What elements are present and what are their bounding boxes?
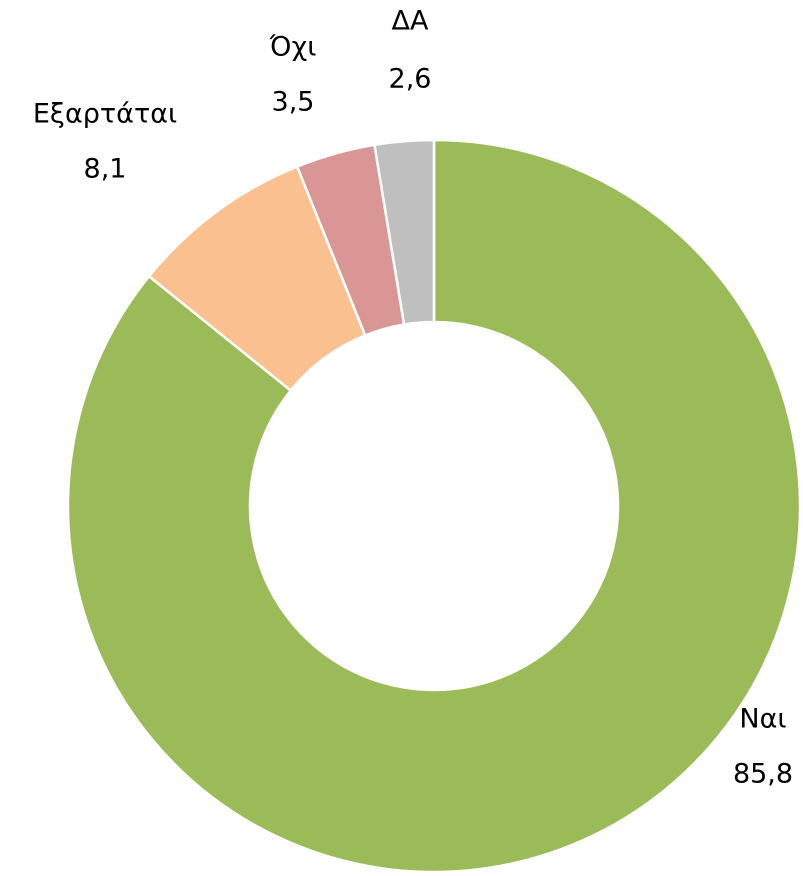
category-label: Εξαρτάται [33, 99, 177, 130]
value-label: 3,5 [272, 87, 315, 118]
donut-slice [66, 138, 802, 874]
category-label: Ναι [739, 704, 786, 735]
value-label: 85,8 [733, 759, 793, 790]
category-label: ΔΑ [392, 6, 429, 37]
donut-slice [373, 138, 436, 326]
value-label: 8,1 [84, 154, 127, 185]
category-label: Όχι [269, 32, 317, 63]
value-label: 2,6 [389, 64, 432, 95]
